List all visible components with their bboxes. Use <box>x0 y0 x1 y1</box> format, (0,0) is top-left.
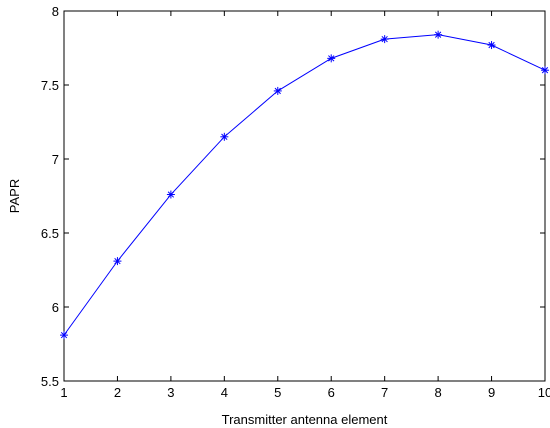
x-tick-label: 5 <box>274 385 281 400</box>
data-point <box>220 132 229 141</box>
x-tick-label: 7 <box>381 385 388 400</box>
data-point <box>380 35 389 44</box>
x-tick-label: 3 <box>167 385 174 400</box>
x-tick-label: 1 <box>60 385 67 400</box>
x-tick-label: 9 <box>488 385 495 400</box>
data-point <box>541 66 549 75</box>
y-tick-label: 6 <box>52 300 59 315</box>
data-point <box>327 54 336 63</box>
series-line <box>63 34 546 336</box>
data-point <box>113 257 122 266</box>
data-point <box>434 30 443 39</box>
data-point <box>166 190 175 199</box>
x-tick-label: 4 <box>221 385 228 400</box>
data-point <box>487 41 496 50</box>
y-tick-label: 8 <box>52 4 59 19</box>
data-point <box>60 331 68 340</box>
x-axis-label: Transmitter antenna element <box>222 412 388 427</box>
y-tick-label: 7.5 <box>41 78 59 93</box>
x-tick-label: 6 <box>328 385 335 400</box>
x-tick-label: 10 <box>538 385 550 400</box>
plot-area <box>63 10 546 382</box>
series-group <box>60 30 549 340</box>
y-axis-ticks: 5.5 6 6.5 7 7.5 8 <box>41 4 545 389</box>
x-tick-label: 8 <box>434 385 441 400</box>
x-tick-label: 2 <box>114 385 121 400</box>
y-tick-label: 6.5 <box>41 226 59 241</box>
y-axis-label: PAPR <box>7 179 22 213</box>
data-point <box>273 86 282 95</box>
y-tick-label: 5.5 <box>41 374 59 389</box>
y-tick-label: 7 <box>52 152 59 167</box>
x-axis-ticks: 1 2 3 4 5 6 7 8 9 10 <box>60 11 550 400</box>
